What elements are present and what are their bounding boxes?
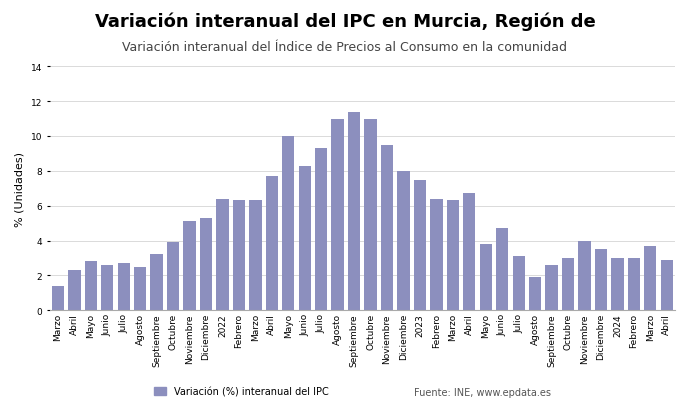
Bar [101, 265, 113, 311]
Bar [200, 218, 213, 311]
Text: Variación interanual del IPC en Murcia, Región de: Variación interanual del IPC en Murcia, … [95, 12, 595, 31]
Bar [85, 262, 97, 311]
Bar [282, 136, 295, 311]
Bar [595, 249, 607, 311]
Bar [660, 260, 673, 311]
Bar [431, 199, 442, 311]
Bar [628, 258, 640, 311]
Bar [545, 265, 558, 311]
Bar [529, 277, 541, 311]
Bar [52, 286, 64, 311]
Bar [578, 241, 591, 311]
Bar [414, 180, 426, 311]
Bar [381, 145, 393, 311]
Bar [348, 112, 360, 311]
Bar [364, 119, 377, 311]
Bar [611, 258, 624, 311]
Bar [266, 177, 278, 311]
Bar [315, 149, 327, 311]
Bar [249, 201, 262, 311]
Bar [331, 119, 344, 311]
Bar [463, 194, 475, 311]
Bar [117, 264, 130, 311]
Bar [480, 244, 492, 311]
Bar [184, 222, 196, 311]
Y-axis label: % (Unidades): % (Unidades) [15, 151, 25, 226]
Bar [644, 246, 656, 311]
Text: Fuente: INE, www.epdata.es: Fuente: INE, www.epdata.es [414, 387, 551, 397]
Bar [216, 199, 228, 311]
Bar [233, 201, 245, 311]
Bar [513, 257, 525, 311]
Bar [68, 271, 81, 311]
Bar [299, 166, 311, 311]
Bar [150, 255, 163, 311]
Bar [167, 243, 179, 311]
Legend: Variación (%) interanual del IPC: Variación (%) interanual del IPC [150, 382, 333, 400]
Bar [562, 258, 574, 311]
Bar [496, 229, 509, 311]
Bar [134, 267, 146, 311]
Bar [397, 171, 410, 311]
Bar [446, 201, 459, 311]
Text: Variación interanual del Índice de Precios al Consumo en la comunidad: Variación interanual del Índice de Preci… [123, 40, 567, 53]
